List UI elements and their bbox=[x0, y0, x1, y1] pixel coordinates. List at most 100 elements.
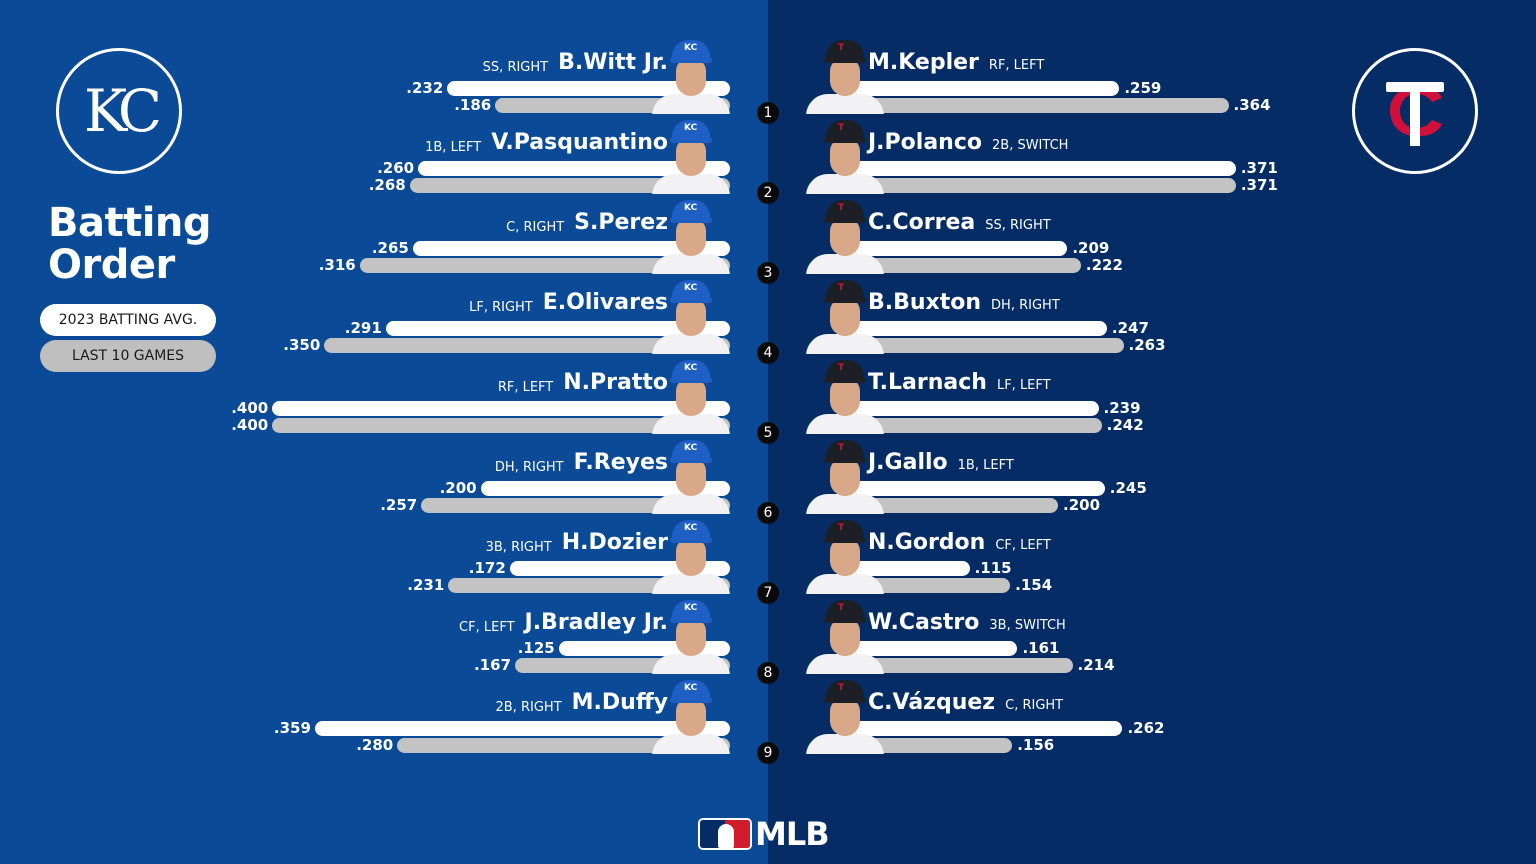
min-last10-avg-bar bbox=[850, 418, 1102, 433]
kc-season-avg-value: .359 bbox=[273, 719, 311, 737]
royals-logo: KC bbox=[56, 48, 182, 174]
kc-player-name: J.Bradley Jr. bbox=[524, 610, 668, 635]
lineup-row: .400 .400 N.Pratto RF, LEFT KC .239 .242… bbox=[0, 360, 1536, 444]
min-player-label: M.Kepler RF, LEFT bbox=[868, 50, 1044, 75]
min-player-position: LF, LEFT bbox=[996, 378, 1051, 393]
legend-season-avg: 2023 BATTING AVG. bbox=[40, 304, 216, 336]
kc-cap-logo-icon: KC bbox=[684, 443, 698, 453]
kc-player-position: 1B, LEFT bbox=[425, 140, 482, 155]
kc-cap-logo-icon: KC bbox=[684, 283, 698, 293]
kc-last10-avg-value: .257 bbox=[380, 496, 418, 514]
min-player-name: M.Kepler bbox=[868, 50, 979, 75]
min-season-avg-value: .239 bbox=[1103, 399, 1141, 417]
min-player-position: DH, RIGHT bbox=[991, 298, 1060, 313]
min-cap-logo-icon: T bbox=[838, 123, 845, 133]
min-player-headshot: T bbox=[806, 680, 884, 754]
min-last10-avg-bar bbox=[850, 258, 1081, 273]
min-last10-avg-value: .200 bbox=[1063, 496, 1101, 514]
min-last10-avg-bar bbox=[850, 338, 1124, 353]
kc-player-headshot: KC bbox=[652, 120, 730, 194]
min-player-label: W.Castro 3B, SWITCH bbox=[868, 610, 1066, 635]
min-cap-logo-icon: T bbox=[838, 363, 845, 373]
min-player-label: C.Correa SS, RIGHT bbox=[868, 210, 1051, 235]
min-last10-avg-bar bbox=[850, 98, 1229, 113]
min-last10-avg-value: .364 bbox=[1233, 96, 1271, 114]
kc-player-name: M.Duffy bbox=[571, 690, 668, 715]
twins-logo bbox=[1352, 48, 1478, 174]
kc-player-headshot: KC bbox=[652, 280, 730, 354]
min-last10-avg-bar bbox=[850, 738, 1013, 753]
kc-season-avg-value: .260 bbox=[377, 159, 415, 177]
kc-season-avg-bar bbox=[418, 161, 730, 176]
kc-player-name: F.Reyes bbox=[573, 450, 668, 475]
min-season-avg-bar bbox=[850, 561, 970, 576]
min-player-position: RF, LEFT bbox=[988, 58, 1045, 73]
min-player-name: C.Correa bbox=[868, 210, 976, 235]
min-cap-logo-icon: T bbox=[838, 283, 845, 293]
min-season-avg-bar bbox=[850, 321, 1107, 336]
min-player-headshot: T bbox=[806, 40, 884, 114]
kc-last10-avg-bar bbox=[397, 738, 730, 753]
lineup-row: .291 .350 E.Olivares LF, RIGHT KC .247 .… bbox=[0, 280, 1536, 364]
min-season-avg-bar bbox=[850, 81, 1120, 96]
kc-last10-avg-bar bbox=[359, 258, 730, 273]
min-season-avg-bar bbox=[850, 241, 1068, 256]
min-last10-avg-value: .263 bbox=[1128, 336, 1166, 354]
min-last10-avg-value: .154 bbox=[1015, 576, 1053, 594]
min-player-position: 1B, LEFT bbox=[957, 458, 1014, 473]
min-player-name: J.Polanco bbox=[868, 130, 982, 155]
kc-season-avg-value: .400 bbox=[231, 399, 269, 417]
lineup-row: .200 .257 F.Reyes DH, RIGHT KC .245 .200… bbox=[0, 440, 1536, 524]
kc-cap-logo-icon: KC bbox=[684, 43, 698, 53]
min-season-avg-bar bbox=[850, 161, 1236, 176]
min-player-position: CF, LEFT bbox=[995, 538, 1051, 553]
kc-last10-avg-bar bbox=[272, 418, 730, 433]
min-cap-logo-icon: T bbox=[838, 683, 845, 693]
min-player-position: SS, RIGHT bbox=[985, 218, 1051, 233]
kc-last10-avg-value: .167 bbox=[473, 656, 511, 674]
mlb-logo-icon bbox=[698, 818, 752, 850]
min-player-label: T.Larnach LF, LEFT bbox=[868, 370, 1051, 395]
kc-player-position: C, RIGHT bbox=[506, 220, 565, 235]
kc-cap-logo-icon: KC bbox=[684, 203, 698, 213]
min-player-name: N.Gordon bbox=[868, 530, 986, 555]
min-player-position: 3B, SWITCH bbox=[989, 618, 1066, 633]
min-cap-logo-icon: T bbox=[838, 443, 845, 453]
kc-last10-avg-value: .316 bbox=[318, 256, 356, 274]
min-season-avg-bar bbox=[850, 401, 1099, 416]
kc-last10-avg-value: .231 bbox=[407, 576, 445, 594]
min-player-position: 2B, SWITCH bbox=[992, 138, 1069, 153]
min-player-headshot: T bbox=[806, 280, 884, 354]
lineup-row: .125 .167 J.Bradley Jr. CF, LEFT KC .161… bbox=[0, 600, 1536, 684]
kc-season-avg-bar bbox=[447, 81, 730, 96]
batting-order-number: 6 bbox=[757, 502, 779, 524]
min-season-avg-value: .371 bbox=[1240, 159, 1278, 177]
royals-logo-text: KC bbox=[83, 77, 162, 145]
min-season-avg-value: .259 bbox=[1124, 79, 1162, 97]
min-season-avg-bar bbox=[850, 641, 1018, 656]
kc-last10-avg-value: .400 bbox=[231, 416, 269, 434]
batting-order-number: 5 bbox=[757, 422, 779, 444]
kc-cap-logo-icon: KC bbox=[684, 123, 698, 133]
kc-player-position: SS, RIGHT bbox=[482, 60, 549, 75]
kc-player-name: B.Witt Jr. bbox=[558, 50, 668, 75]
min-player-position: C, RIGHT bbox=[1005, 698, 1064, 713]
batting-order-number: 7 bbox=[757, 582, 779, 604]
min-player-name: J.Gallo bbox=[868, 450, 948, 475]
min-season-avg-value: .247 bbox=[1111, 319, 1149, 337]
min-season-avg-value: .209 bbox=[1072, 239, 1110, 257]
kc-season-avg-value: .291 bbox=[344, 319, 382, 337]
min-cap-logo-icon: T bbox=[838, 603, 845, 613]
kc-season-avg-value: .200 bbox=[439, 479, 477, 497]
lineup-row: .172 .231 H.Dozier 3B, RIGHT KC .115 .15… bbox=[0, 520, 1536, 604]
kc-player-position: CF, LEFT bbox=[459, 620, 515, 635]
min-last10-avg-value: .156 bbox=[1017, 736, 1055, 754]
min-player-headshot: T bbox=[806, 440, 884, 514]
min-last10-avg-bar bbox=[850, 658, 1073, 673]
kc-last10-avg-bar bbox=[324, 338, 730, 353]
kc-last10-avg-value: .268 bbox=[368, 176, 406, 194]
twins-tc-icon bbox=[1386, 82, 1444, 146]
lineup-row: .232 .186 B.Witt Jr. SS, RIGHT KC .259 .… bbox=[0, 40, 1536, 124]
min-cap-logo-icon: T bbox=[838, 43, 845, 53]
kc-season-avg-value: .232 bbox=[406, 79, 444, 97]
